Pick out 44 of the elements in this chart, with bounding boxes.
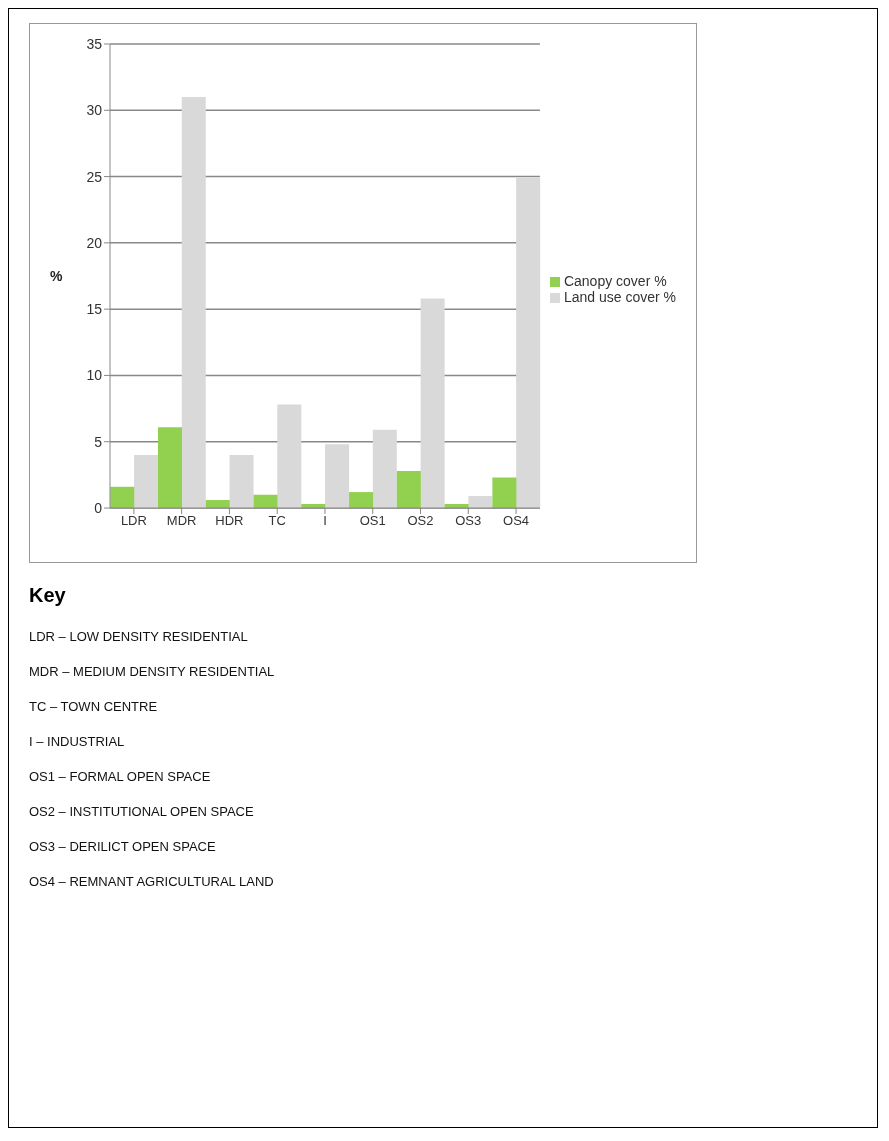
x-tick-label: OS1 — [359, 513, 386, 529]
x-tick-label: OS3 — [455, 513, 482, 529]
bar — [110, 486, 135, 508]
text: TC – TOWN CENTRE — [29, 699, 159, 714]
x-tick-label: HDR — [215, 513, 244, 529]
text: MDR – MEDIUM DENSITY RESIDENTIAL — [29, 664, 275, 679]
bar — [468, 496, 493, 508]
x-tick-label: LDR — [120, 513, 147, 529]
text: OS4 – REMNANT AGRICULTURAL LAND — [29, 874, 275, 889]
bar — [349, 492, 374, 508]
bar — [229, 454, 254, 508]
bar — [420, 298, 445, 508]
y-axis-title: % — [50, 267, 63, 284]
bar — [158, 427, 182, 508]
legend-label: Canopy cover % — [563, 273, 667, 289]
y-tick-label: 5 — [94, 433, 103, 450]
bar — [516, 177, 541, 508]
y-tick-label: 15 — [86, 301, 103, 318]
bar — [492, 477, 517, 508]
y-tick-label: 20 — [86, 234, 103, 251]
text: OS2 – INSTITUTIONAL OPEN SPACE — [29, 804, 255, 819]
bar — [181, 97, 206, 508]
bar — [396, 470, 421, 508]
y-tick-label: 35 — [86, 35, 103, 52]
text: Key — [29, 584, 67, 607]
bar — [134, 454, 158, 508]
bar — [372, 429, 397, 508]
x-tick-label: TC — [268, 513, 286, 529]
y-tick-label: 25 — [86, 168, 103, 185]
y-tick-label: 30 — [86, 102, 103, 119]
x-tick-label: OS4 — [503, 513, 530, 529]
x-tick-label: OS2 — [407, 513, 434, 529]
text: OS1 – FORMAL OPEN SPACE — [29, 769, 212, 784]
bar — [325, 444, 350, 508]
x-tick-label: I — [323, 513, 327, 529]
legend-label: Land use cover % — [563, 289, 676, 305]
x-tick-label: MDR — [166, 513, 197, 529]
y-tick-label: 10 — [86, 367, 103, 384]
text: LDR – LOW DENSITY RESIDENTIAL — [29, 629, 249, 644]
text: OS3 – DERILICT OPEN SPACE — [29, 839, 217, 854]
bar — [253, 494, 278, 508]
text: I – INDUSTRIAL — [29, 734, 126, 749]
bar — [277, 404, 302, 508]
y-tick-label: 0 — [94, 499, 103, 516]
